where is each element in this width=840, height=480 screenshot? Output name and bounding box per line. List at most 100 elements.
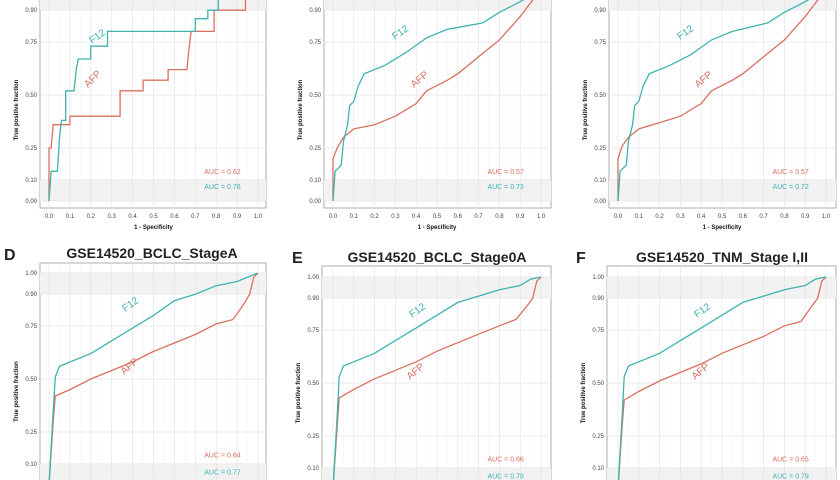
x-tick-label: 0.0	[614, 214, 623, 220]
plot-panel	[606, 265, 837, 480]
x-tick-label: 0.5	[718, 214, 727, 220]
x-tick-label: 1.0	[822, 214, 831, 220]
x-tick-label: 0.3	[108, 214, 117, 220]
roc-curve-afp	[332, 0, 534, 201]
y-axis-title: True positive fraction	[14, 361, 20, 422]
auc-label-f12: AUC = 0.76	[204, 184, 240, 191]
panel-letter: F	[576, 250, 586, 267]
x-tick-label: 1.0	[254, 214, 263, 220]
y-tick-label: 0.25	[25, 430, 37, 436]
plot-panel	[39, 0, 267, 209]
auc-label-f12: AUC = 0.73	[487, 184, 523, 191]
y-tick-label: 0.10	[594, 178, 606, 184]
x-tick-label: 0.4	[697, 214, 706, 220]
x-tick-label: 0.8	[495, 214, 504, 220]
y-axis-title: True positive fraction	[298, 79, 304, 140]
auc-label-afp: AUC = 0.57	[772, 169, 808, 176]
y-tick-label: 0.75	[592, 328, 604, 334]
roc-curve-afp	[617, 0, 819, 201]
panel-title: GSE14520_BCLC_StageA	[66, 245, 237, 261]
x-tick-label: 0.9	[801, 214, 810, 220]
shaded-band	[607, 467, 836, 480]
shaded-band	[322, 277, 551, 299]
x-tick-label: 0.8	[780, 214, 789, 220]
x-tick-label: 0.6	[454, 214, 463, 220]
x-axis-title: 1 - Specificity	[703, 225, 742, 231]
auc-label-afp: AUC = 0.57	[487, 169, 523, 176]
y-tick-label: 0.50	[592, 381, 604, 387]
y-tick-label: 0.50	[309, 93, 321, 99]
y-tick-label: 0.75	[309, 40, 321, 46]
x-tick-label: 0.2	[370, 214, 379, 220]
curves	[332, 0, 534, 202]
x-axis-title: 1 - Specificity	[418, 225, 457, 231]
y-tick-label: 1.00	[307, 275, 319, 281]
auc-label-f12: AUC = 0.79	[772, 473, 808, 480]
y-axis-title: True positive fraction	[583, 79, 589, 140]
shaded-band	[40, 273, 266, 295]
y-tick-label: 0.25	[307, 434, 319, 440]
y-tick-label: 0.25	[25, 146, 37, 152]
curves	[617, 276, 827, 480]
y-tick-label: 1.00	[592, 275, 604, 281]
x-tick-label: 0.0	[329, 214, 338, 220]
panel-title: GSE14520_BCLC_Stage0A	[348, 249, 527, 265]
x-tick-label: 0.6	[170, 214, 179, 220]
x-tick-label: 0.5	[433, 214, 442, 220]
roc-panel-2: 0.00 0.10 0.25 0.50 0.75 0.90 0.0 0.1 0.2 0.3 0.4 0…	[298, 0, 552, 231]
x-tick-label: 0.9	[516, 214, 525, 220]
y-tick-label: 1.00	[25, 271, 37, 277]
y-tick-label: 0.75	[25, 324, 37, 330]
auc-label-f12: AUC = 0.77	[204, 469, 240, 476]
panel-title: GSE14520_TNM_Stage I,II	[636, 249, 808, 265]
x-tick-label: 0.3	[391, 214, 400, 220]
shaded-band	[609, 179, 836, 201]
roc-panel-3: 0.00 0.10 0.25 0.50 0.75 0.90 0.0 0.1 0.2 0.3 0.4 0…	[583, 0, 837, 231]
y-tick-label: 0.00	[25, 199, 37, 205]
y-tick-label: 0.90	[25, 292, 37, 298]
roc-curve-f12	[332, 0, 525, 202]
auc-label-f12: AUC = 0.72	[772, 184, 808, 191]
y-tick-label: 0.75	[25, 40, 37, 46]
y-tick-label: 0.90	[592, 296, 604, 302]
x-tick-label: 0.0	[45, 214, 54, 220]
x-tick-label: 0.8	[212, 214, 221, 220]
x-tick-label: 0.2	[655, 214, 664, 220]
x-tick-label: 0.2	[87, 214, 96, 220]
auc-label-f12: AUC = 0.79	[487, 473, 523, 480]
auc-label-afp: AUC = 0.62	[204, 169, 240, 176]
y-tick-label: 0.00	[594, 199, 606, 205]
panel-letter: E	[292, 250, 303, 267]
shaded-band	[40, 463, 266, 480]
shaded-band	[324, 0, 551, 11]
y-tick-label: 0.10	[307, 466, 319, 472]
y-tick-label: 0.75	[594, 40, 606, 46]
roc-curve-afp	[48, 272, 259, 480]
y-tick-label: 0.25	[309, 146, 321, 152]
y-tick-label: 0.90	[309, 8, 321, 14]
curves	[332, 276, 542, 480]
x-tick-label: 0.6	[739, 214, 748, 220]
roc-curve-f12	[332, 276, 542, 480]
roc-curve-afp	[332, 276, 542, 480]
x-tick-label: 0.4	[412, 214, 421, 220]
roc-panel-1: 0.00 0.10 0.25 0.50 0.75 0.90 0.0 0.1 0.2 0.3 0.4 0…	[14, 0, 267, 231]
y-axis-title: True positive fraction	[296, 362, 302, 423]
y-tick-label: 0.10	[592, 466, 604, 472]
roc-panel-6: 0.10 0.25 0.50 0.75 0.90 1.00 True positive fr…	[576, 249, 837, 480]
plot-panel	[39, 262, 267, 480]
y-tick-label: 0.25	[592, 434, 604, 440]
x-tick-label: 0.7	[191, 214, 200, 220]
roc-curve-afp	[48, 0, 247, 201]
shaded-band	[324, 179, 551, 201]
y-tick-label: 0.90	[594, 8, 606, 14]
y-tick-label: 0.00	[309, 199, 321, 205]
roc-curve-f12	[617, 0, 810, 202]
curves	[617, 0, 819, 202]
y-tick-label: 0.10	[25, 462, 37, 468]
y-tick-label: 0.50	[25, 93, 37, 99]
y-tick-label: 0.50	[594, 93, 606, 99]
auc-label-afp: AUC = 0.64	[204, 452, 240, 459]
x-tick-label: 0.1	[66, 214, 75, 220]
